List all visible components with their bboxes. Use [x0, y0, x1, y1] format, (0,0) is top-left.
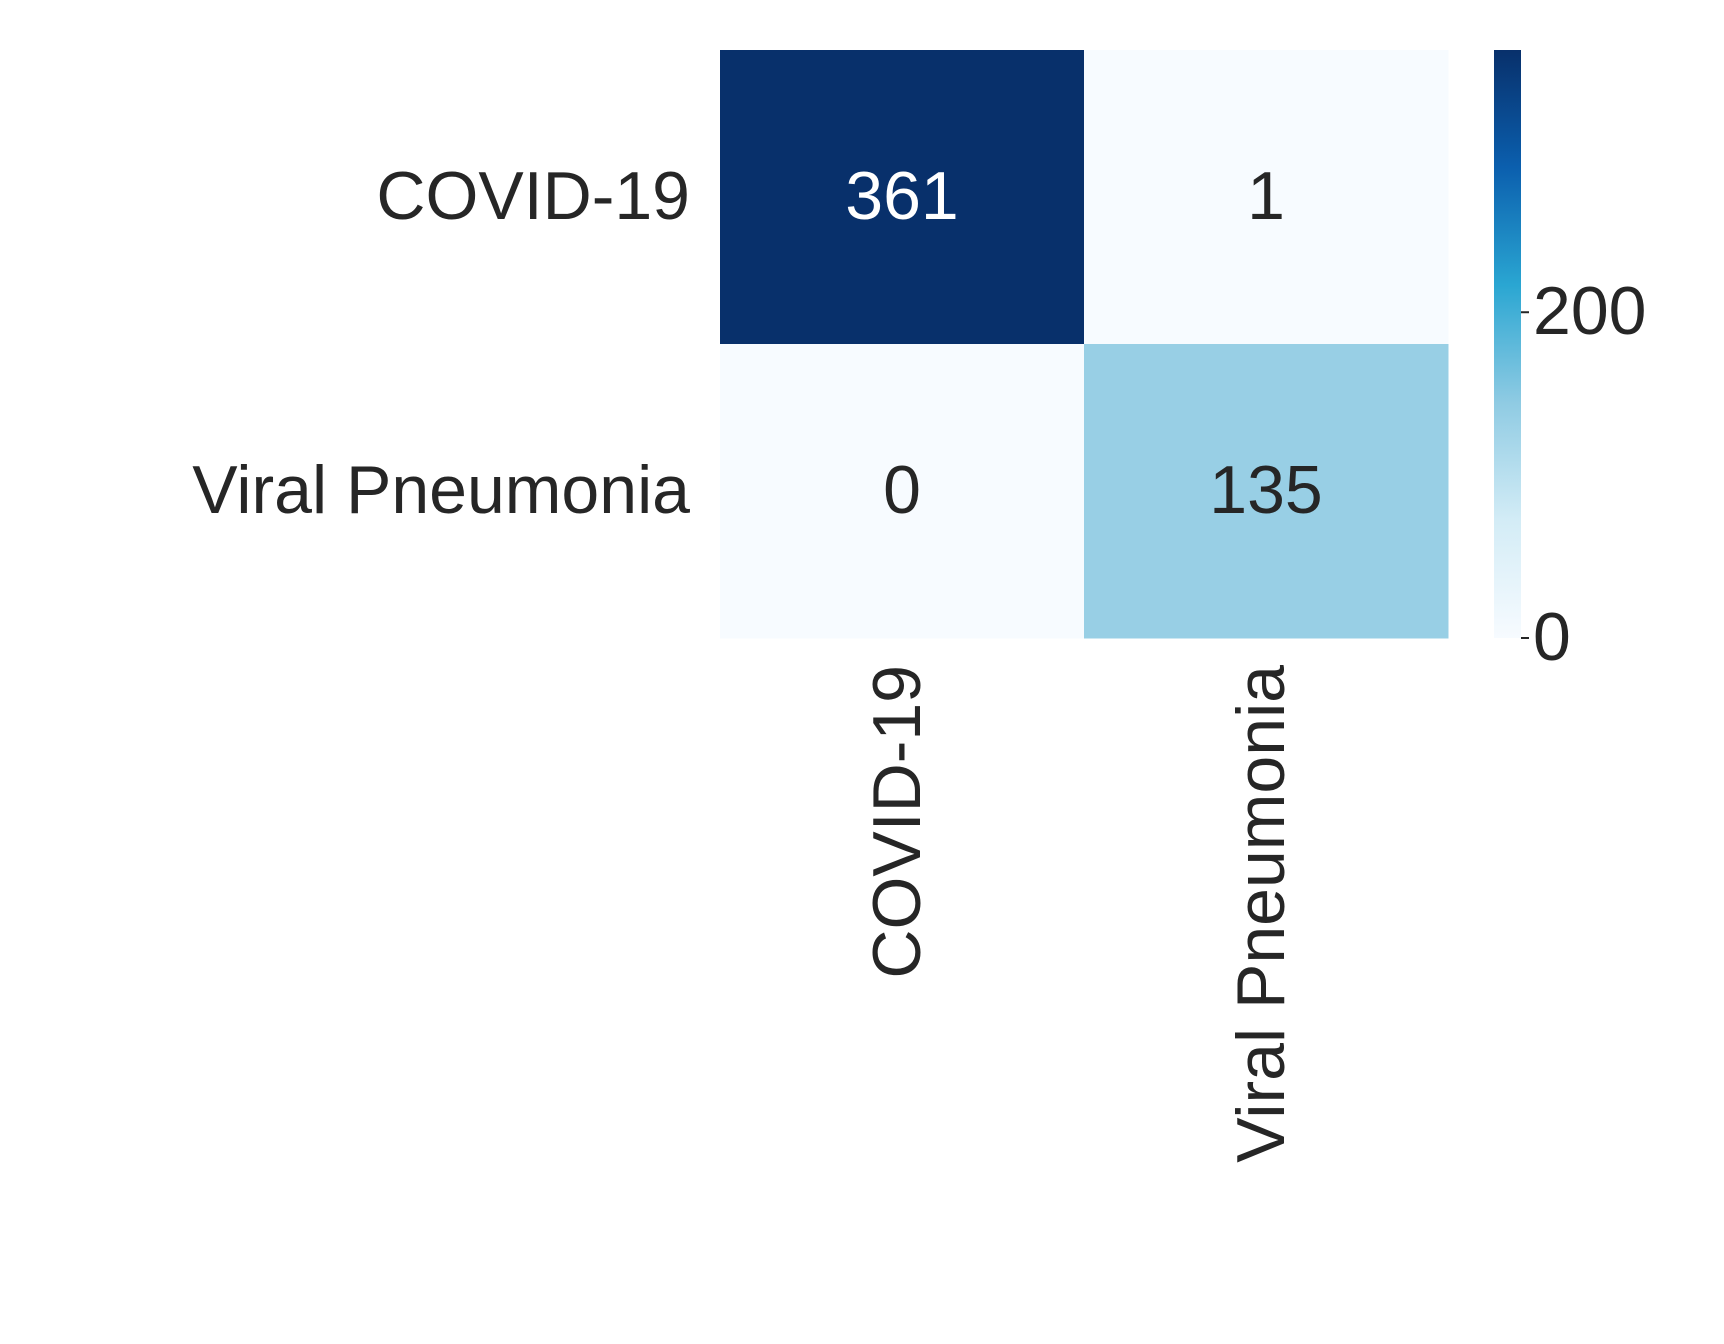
colorbar: [1494, 50, 1521, 638]
cell-label: 0: [883, 452, 921, 528]
x-tick-label: Viral Pneumonia: [1223, 665, 1299, 1163]
y-tick-label: COVID-19: [376, 158, 690, 234]
heatmap-cell: [1084, 50, 1449, 345]
heatmap-cell: [1084, 344, 1449, 639]
x-tick-label: COVID-19: [859, 665, 935, 979]
heatmap-cell: [720, 50, 1085, 345]
cell-label: 1: [1247, 158, 1285, 234]
colorbar-tick-label: 0: [1533, 599, 1571, 675]
cell-label: 135: [1209, 452, 1322, 528]
y-tick-label: Viral Pneumonia: [192, 452, 690, 528]
colorbar-tick-label: 200: [1533, 273, 1646, 349]
heatmap-cell: [720, 344, 1085, 639]
cell-label: 361: [845, 158, 958, 234]
